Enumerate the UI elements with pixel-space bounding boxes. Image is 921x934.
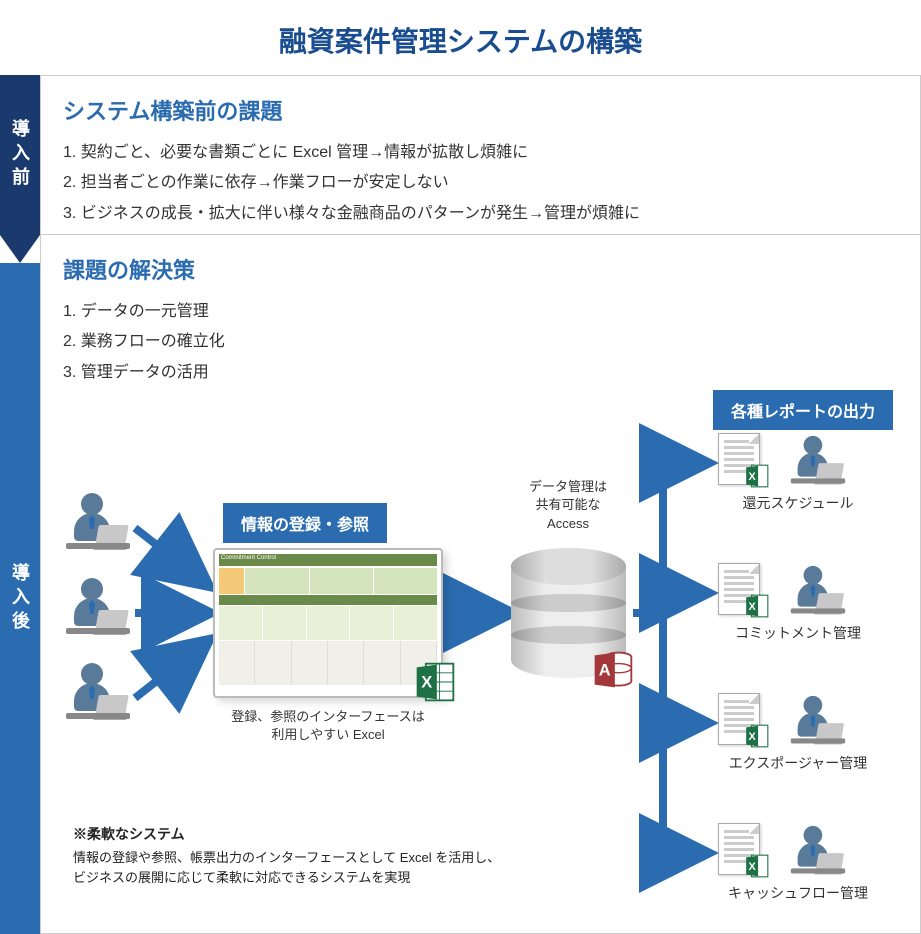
- footnote: ※柔軟なシステム 情報の登録や参照、帳票出力のインターフェースとして Excel…: [73, 823, 553, 889]
- excel-caption: 登録、参照のインターフェースは 利用しやすい Excel: [208, 708, 448, 744]
- report-label: コミットメント管理: [698, 623, 898, 643]
- user-icon: [63, 578, 133, 643]
- user-icon: [788, 696, 848, 751]
- sections: 導入前 導入後 システム構築前の課題 1. 契約ごと、必要な書類ごとに Exce…: [0, 75, 921, 934]
- side-labels: 導入前 導入後: [0, 75, 40, 934]
- db-caption: データ管理は 共有可能な Access: [503, 478, 633, 533]
- excel-panel-title: Commitment Control: [219, 554, 437, 566]
- register-label: 情報の登録・参照: [223, 503, 387, 543]
- content: システム構築前の課題 1. 契約ごと、必要な書類ごとに Excel 管理→情報が…: [40, 75, 921, 934]
- report-item: X エクスポージャー管理: [718, 693, 918, 763]
- after-item: 3. 管理データの活用: [63, 358, 898, 388]
- side-label-after: 導入後: [0, 263, 40, 934]
- page-title: 融資案件管理システムの構築: [0, 0, 921, 75]
- before-item: 1. 契約ごと、必要な書類ごとに Excel 管理→情報が拡散し煩雑に: [63, 138, 898, 168]
- svg-text:X: X: [749, 471, 757, 483]
- before-item: 2. 担当者ごとの作業に依存→作業フローが安定しない: [63, 168, 898, 198]
- flow-diagram: 情報の登録・参照 Commitment Control X 登録、参照のインター…: [63, 398, 898, 908]
- report-item: X コミットメント管理: [718, 563, 918, 633]
- after-item: 2. 業務フローの確立化: [63, 327, 898, 357]
- excel-icon: X: [744, 593, 770, 619]
- after-heading: 課題の解決策: [63, 253, 898, 285]
- svg-text:X: X: [421, 674, 432, 692]
- user-icon: [788, 826, 848, 881]
- svg-text:X: X: [749, 601, 757, 613]
- report-label: キャッシュフロー管理: [698, 883, 898, 903]
- excel-icon: X: [744, 463, 770, 489]
- report-item: X キャッシュフロー管理: [718, 823, 918, 893]
- svg-text:X: X: [749, 731, 757, 743]
- section-after: 課題の解決策 1. データの一元管理 2. 業務フローの確立化 3. 管理データ…: [40, 235, 921, 934]
- access-icon: A: [591, 648, 635, 692]
- footnote-line: ビジネスの展開に応じて柔軟に対応できるシステムを実現: [73, 868, 553, 889]
- before-list: 1. 契約ごと、必要な書類ごとに Excel 管理→情報が拡散し煩雑に 2. 担…: [63, 138, 898, 229]
- footnote-line: 情報の登録や参照、帳票出力のインターフェースとして Excel を活用し、: [73, 848, 553, 869]
- svg-text:X: X: [749, 861, 757, 873]
- user-icon: [788, 566, 848, 621]
- side-label-before: 導入前: [0, 75, 40, 235]
- user-icon: [788, 436, 848, 491]
- footnote-title: ※柔軟なシステム: [73, 823, 553, 845]
- after-item: 1. データの一元管理: [63, 297, 898, 327]
- infographic-root: 融資案件管理システムの構築 導入前 導入後 システム構築前の課題 1. 契約ごと…: [0, 0, 921, 934]
- excel-icon: X: [744, 723, 770, 749]
- side-arrow-icon: [0, 235, 40, 263]
- report-label: エクスポージャー管理: [698, 753, 898, 773]
- report-label: 還元スケジュール: [698, 493, 898, 513]
- report-item: X 還元スケジュール: [718, 433, 918, 503]
- before-heading: システム構築前の課題: [63, 94, 898, 126]
- excel-icon: X: [744, 853, 770, 879]
- excel-panel: Commitment Control: [213, 548, 443, 698]
- reports-label: 各種レポートの出力: [713, 390, 893, 430]
- excel-icon: X: [413, 660, 457, 704]
- after-list: 1. データの一元管理 2. 業務フローの確立化 3. 管理データの活用: [63, 297, 898, 388]
- before-item: 3. ビジネスの成長・拡大に伴い様々な金融商品のパターンが発生→管理が煩雑に: [63, 199, 898, 229]
- section-before: システム構築前の課題 1. 契約ごと、必要な書類ごとに Excel 管理→情報が…: [40, 75, 921, 235]
- user-icon: [63, 493, 133, 558]
- user-icon: [63, 663, 133, 728]
- svg-text:A: A: [599, 662, 611, 680]
